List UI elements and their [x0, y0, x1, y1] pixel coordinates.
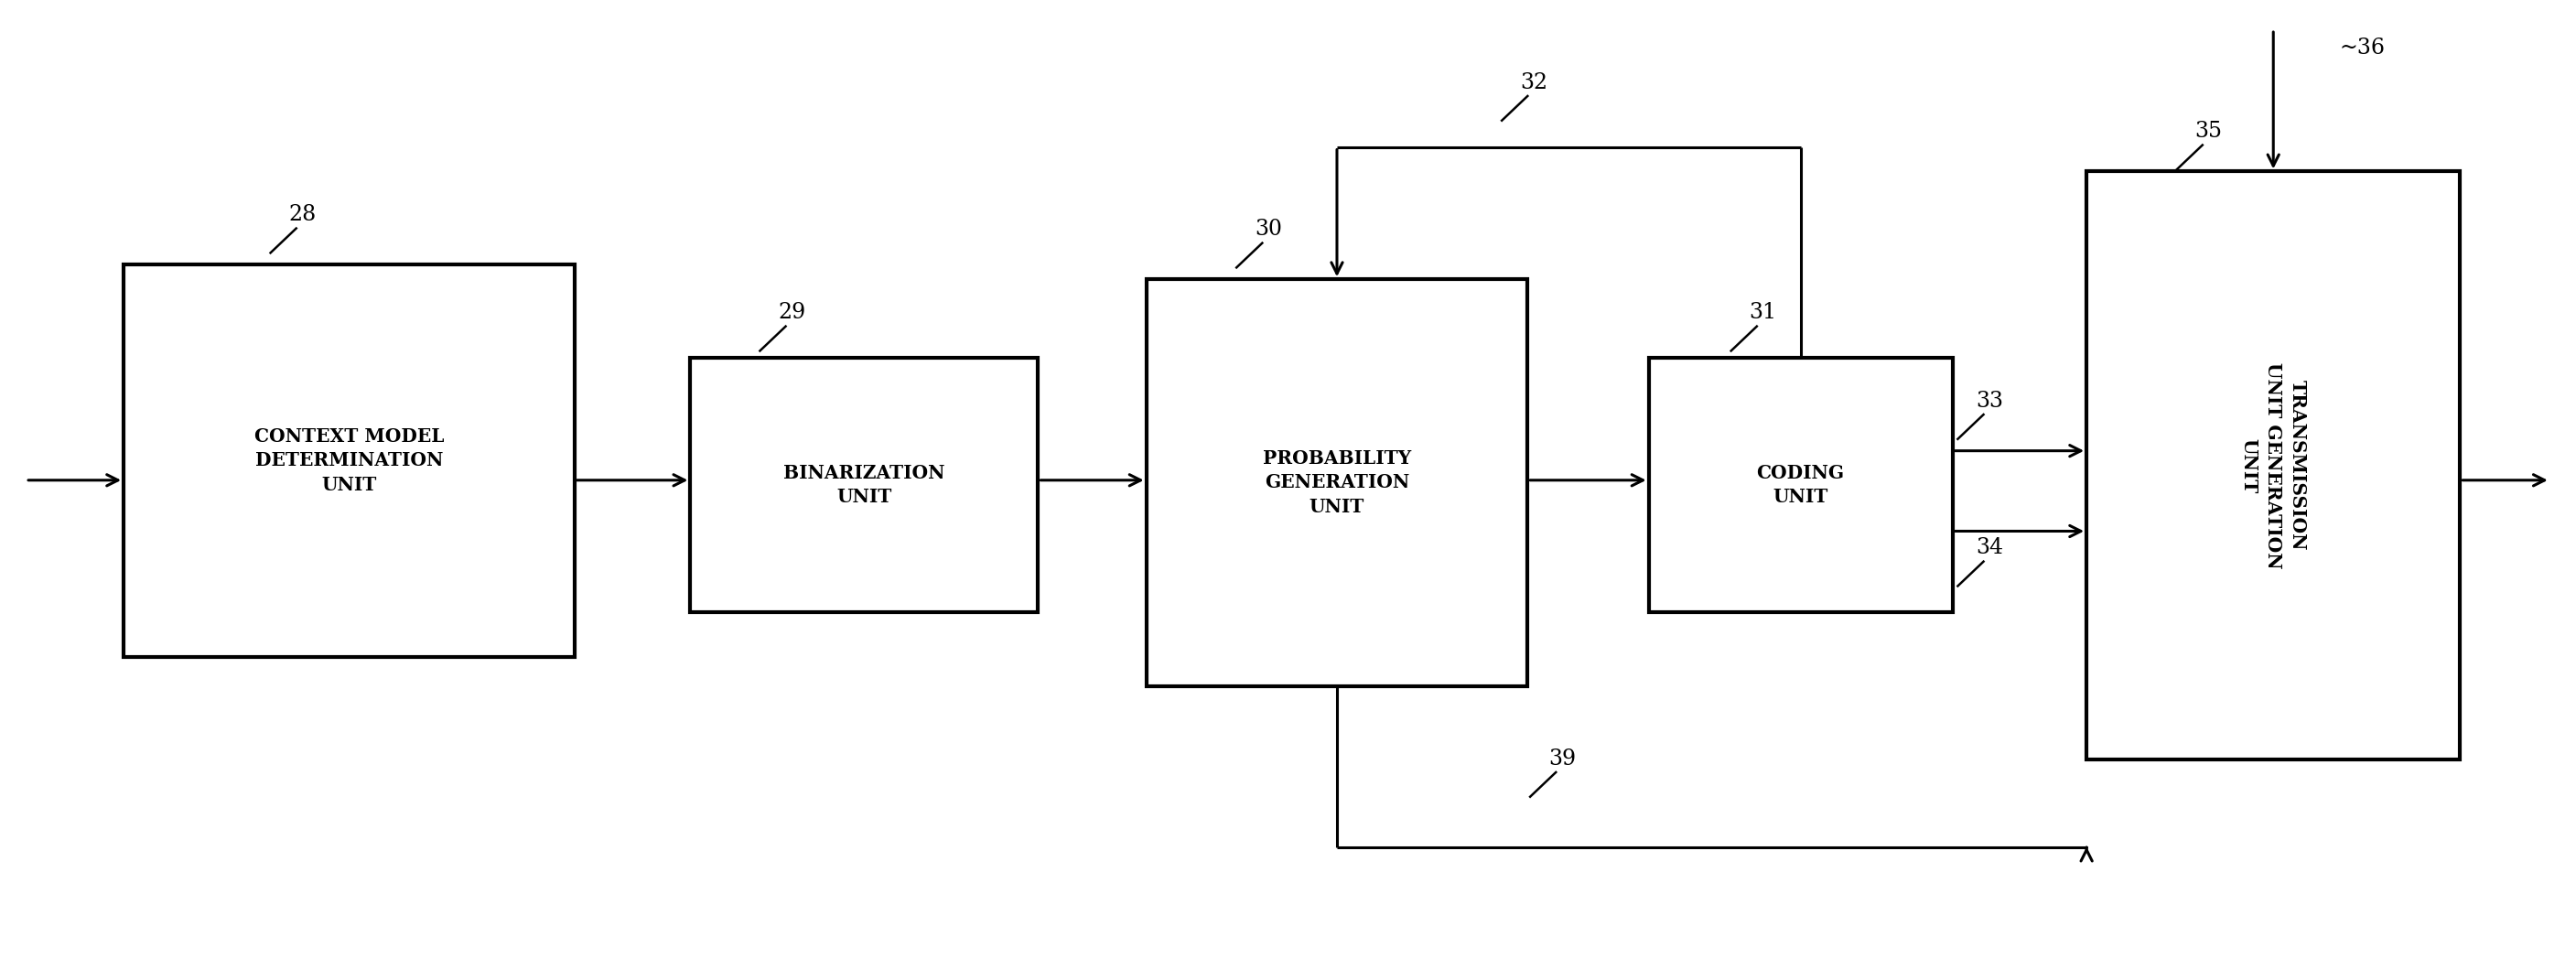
Text: 34: 34 — [1976, 538, 2004, 559]
Bar — [2087, 171, 2460, 760]
Bar — [1649, 358, 1953, 612]
Bar — [690, 358, 1038, 612]
Text: 28: 28 — [289, 205, 317, 225]
Text: PROBABILITY
GENERATION
UNIT: PROBABILITY GENERATION UNIT — [1262, 450, 1412, 515]
Text: 33: 33 — [1976, 391, 2004, 412]
Text: CONTEXT MODEL
DETERMINATION
UNIT: CONTEXT MODEL DETERMINATION UNIT — [255, 427, 443, 494]
Bar — [1146, 279, 1528, 686]
Text: BINARIZATION
UNIT: BINARIZATION UNIT — [783, 464, 945, 507]
Text: 39: 39 — [1548, 749, 1577, 769]
Text: 30: 30 — [1255, 220, 1283, 240]
Text: 29: 29 — [778, 303, 806, 323]
Text: ~36: ~36 — [2339, 38, 2385, 59]
Text: 32: 32 — [1520, 73, 1548, 93]
Text: 35: 35 — [2195, 122, 2223, 142]
Text: CODING
UNIT: CODING UNIT — [1757, 464, 1844, 507]
Bar — [124, 265, 574, 657]
Text: 31: 31 — [1749, 303, 1777, 323]
Text: TRANSMISSION
UNIT GENERATION
UNIT: TRANSMISSION UNIT GENERATION UNIT — [2241, 363, 2306, 568]
